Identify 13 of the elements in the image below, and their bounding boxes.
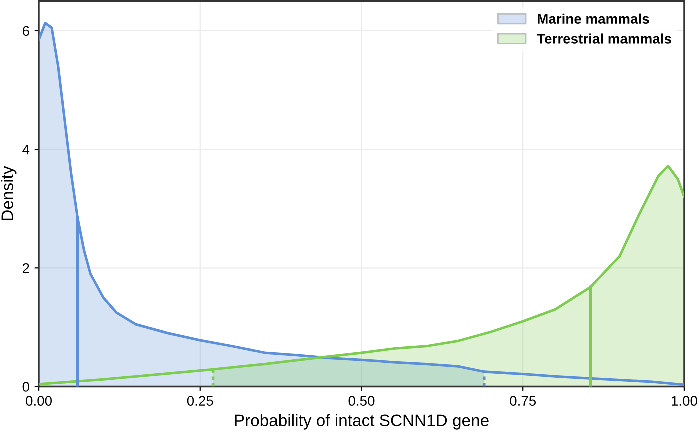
x-tick-label: 1.00	[672, 396, 697, 406]
x-tick-label: 0.25	[187, 396, 214, 406]
y-axis-title: Density	[1, 166, 17, 220]
x-tick-label: 0.50	[348, 396, 375, 406]
legend-label: Terrestrial mammals	[537, 34, 672, 44]
y-tick-label: 2	[22, 263, 30, 274]
x-tick-label: 0.00	[26, 396, 52, 406]
x-tick-label: 0.75	[510, 396, 536, 406]
y-tick-label: 4	[22, 145, 30, 155]
legend-label: Marine mammals	[538, 14, 650, 24]
x-axis-title: Probability of intact SCNN1D gene	[235, 414, 489, 430]
y-tick-label: 6	[22, 26, 30, 36]
y-tick-label: 0	[22, 382, 30, 392]
